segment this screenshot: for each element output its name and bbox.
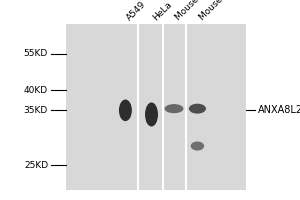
Text: 40KD: 40KD (24, 86, 48, 95)
Text: Mouse ovary: Mouse ovary (197, 0, 244, 22)
Ellipse shape (145, 102, 158, 127)
Ellipse shape (119, 100, 132, 121)
Ellipse shape (189, 104, 206, 114)
Text: HeLa: HeLa (152, 0, 174, 22)
Text: A549: A549 (125, 0, 148, 22)
Text: Mouse lung: Mouse lung (174, 0, 217, 22)
Ellipse shape (191, 141, 204, 151)
Text: ANXA8L2: ANXA8L2 (258, 105, 300, 115)
FancyBboxPatch shape (66, 24, 246, 190)
Text: 55KD: 55KD (24, 49, 48, 58)
Ellipse shape (165, 104, 184, 113)
Text: 35KD: 35KD (24, 106, 48, 115)
Text: 25KD: 25KD (24, 161, 48, 170)
